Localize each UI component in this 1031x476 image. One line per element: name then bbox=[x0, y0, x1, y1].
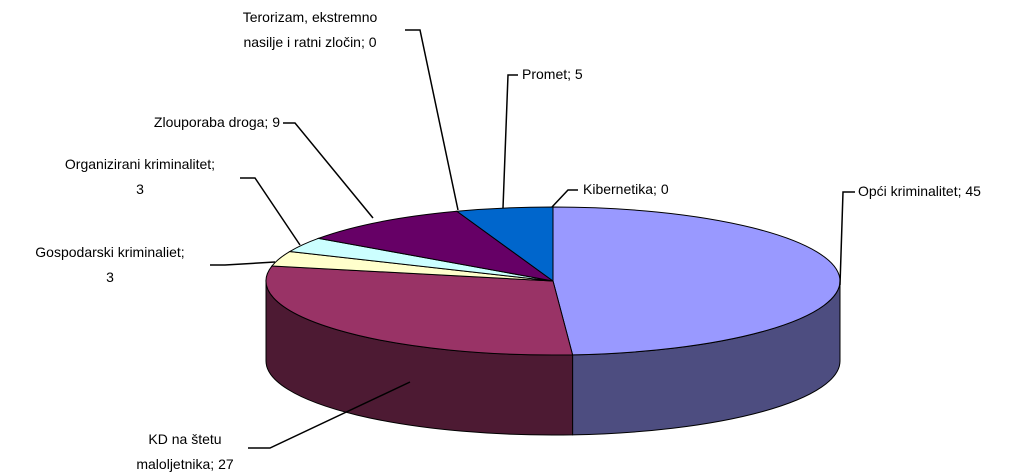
label-line: Terorizam, ekstremno bbox=[243, 9, 378, 25]
slice bbox=[265, 265, 574, 356]
data-label: Zlouporaba droga; 9 bbox=[154, 114, 280, 130]
leader-line bbox=[551, 189, 578, 208]
label-line: 3 bbox=[136, 181, 144, 197]
data-label: Gospodarski kriminaliet; 3 bbox=[35, 244, 184, 285]
leader-line bbox=[210, 261, 276, 266]
data-label: Promet; 5 bbox=[522, 66, 583, 82]
label-line: Opći kriminalitet; 45 bbox=[858, 183, 981, 199]
label-line: Promet; 5 bbox=[522, 66, 583, 82]
label-line: 3 bbox=[106, 269, 114, 285]
label-line: Zlouporaba droga; 9 bbox=[154, 114, 280, 130]
label-line: nasilje i ratni zločin; 0 bbox=[243, 34, 376, 50]
label-line: KD na štetu bbox=[148, 431, 221, 447]
slice bbox=[316, 210, 554, 282]
label-line: maloljetnika; 27 bbox=[136, 456, 233, 472]
label-line: Kibernetika; 0 bbox=[583, 181, 669, 197]
data-label: KD na štetu maloljetnika; 27 bbox=[136, 431, 233, 472]
leader-line bbox=[240, 177, 301, 246]
data-label: Opći kriminalitet; 45 bbox=[858, 183, 981, 199]
label-line: Organizirani kriminalitet; bbox=[65, 156, 215, 172]
leader-line bbox=[248, 381, 411, 449]
label-line: Gospodarski kriminaliet; bbox=[35, 244, 184, 260]
leader-line bbox=[405, 29, 459, 211]
leader-line bbox=[839, 191, 855, 286]
data-label: Kibernetika; 0 bbox=[583, 181, 669, 197]
leader-line bbox=[283, 122, 374, 219]
data-label: Organizirani kriminalitet; 3 bbox=[65, 156, 215, 197]
data-label: Terorizam, ekstremno nasilje i ratni zloč… bbox=[243, 9, 378, 50]
leader-line bbox=[502, 74, 518, 209]
